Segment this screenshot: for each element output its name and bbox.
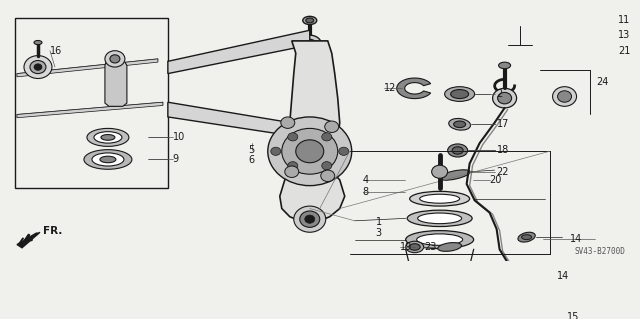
Text: FR.: FR. [43, 226, 62, 236]
Ellipse shape [101, 135, 115, 140]
Circle shape [282, 128, 338, 174]
Text: 10: 10 [173, 132, 185, 142]
Text: 17: 17 [497, 119, 509, 129]
Circle shape [288, 162, 298, 170]
Ellipse shape [428, 294, 452, 303]
Circle shape [520, 314, 529, 319]
Circle shape [324, 121, 339, 132]
Ellipse shape [409, 244, 420, 250]
Bar [15, 18, 168, 188]
Text: 16: 16 [50, 46, 62, 56]
Ellipse shape [447, 144, 468, 157]
Ellipse shape [449, 118, 470, 130]
Circle shape [552, 87, 577, 106]
Ellipse shape [438, 242, 461, 251]
Ellipse shape [518, 232, 535, 242]
Polygon shape [105, 59, 127, 106]
Ellipse shape [410, 191, 470, 206]
Circle shape [300, 211, 320, 227]
Circle shape [321, 170, 335, 182]
Polygon shape [17, 102, 163, 118]
Circle shape [493, 88, 516, 108]
Ellipse shape [94, 132, 122, 143]
Text: 6: 6 [249, 155, 255, 165]
Ellipse shape [499, 62, 511, 69]
Circle shape [322, 162, 332, 170]
Circle shape [288, 133, 298, 141]
Text: 14: 14 [570, 234, 582, 244]
Ellipse shape [520, 271, 529, 276]
Circle shape [105, 51, 125, 67]
Ellipse shape [522, 235, 532, 240]
Text: 3: 3 [376, 228, 382, 238]
Ellipse shape [406, 231, 474, 249]
Circle shape [557, 91, 572, 102]
Text: 24: 24 [596, 77, 609, 87]
Circle shape [431, 165, 447, 178]
Polygon shape [17, 232, 40, 248]
Text: 9: 9 [173, 154, 179, 165]
Text: 20: 20 [490, 175, 502, 185]
Ellipse shape [439, 170, 470, 180]
Ellipse shape [407, 210, 472, 226]
Circle shape [30, 61, 46, 74]
Ellipse shape [417, 234, 463, 245]
Ellipse shape [445, 87, 475, 101]
Polygon shape [280, 41, 345, 222]
Ellipse shape [92, 153, 124, 166]
Ellipse shape [420, 194, 460, 203]
Text: 12: 12 [384, 83, 396, 93]
Ellipse shape [100, 156, 116, 163]
Ellipse shape [84, 150, 132, 169]
Circle shape [268, 117, 352, 186]
Circle shape [305, 215, 315, 223]
Circle shape [24, 56, 52, 78]
Ellipse shape [303, 16, 317, 25]
Circle shape [339, 147, 349, 155]
Circle shape [511, 306, 539, 319]
Ellipse shape [34, 41, 42, 45]
Circle shape [498, 93, 511, 104]
Circle shape [298, 35, 322, 55]
Polygon shape [168, 30, 310, 74]
Text: 1: 1 [376, 218, 382, 227]
Text: 2: 2 [497, 89, 503, 99]
Circle shape [110, 55, 120, 63]
Text: 5: 5 [249, 145, 255, 155]
Ellipse shape [452, 147, 463, 154]
Text: 19: 19 [400, 242, 412, 252]
Circle shape [271, 147, 281, 155]
Polygon shape [17, 59, 158, 77]
Ellipse shape [451, 90, 468, 99]
Text: 4: 4 [363, 175, 369, 185]
Circle shape [34, 64, 42, 70]
Text: 13: 13 [618, 30, 630, 40]
Polygon shape [168, 102, 340, 143]
Text: 23: 23 [425, 242, 437, 252]
Text: 14: 14 [557, 271, 569, 281]
Circle shape [303, 39, 317, 51]
Text: 18: 18 [497, 145, 509, 155]
Text: 11: 11 [618, 15, 630, 26]
Ellipse shape [406, 241, 424, 253]
Text: 22: 22 [497, 167, 509, 177]
Text: 15: 15 [566, 312, 579, 319]
Circle shape [516, 311, 532, 319]
Circle shape [294, 206, 326, 232]
Polygon shape [397, 78, 431, 99]
Ellipse shape [418, 213, 461, 224]
Ellipse shape [516, 270, 532, 278]
Ellipse shape [306, 18, 314, 23]
Circle shape [281, 117, 295, 128]
Ellipse shape [87, 128, 129, 146]
Text: 21: 21 [618, 46, 630, 56]
Circle shape [285, 166, 299, 177]
Circle shape [322, 133, 332, 141]
Circle shape [296, 140, 324, 163]
Text: 8: 8 [363, 187, 369, 197]
Ellipse shape [454, 121, 466, 128]
Text: SV43-B2700D: SV43-B2700D [575, 247, 625, 256]
